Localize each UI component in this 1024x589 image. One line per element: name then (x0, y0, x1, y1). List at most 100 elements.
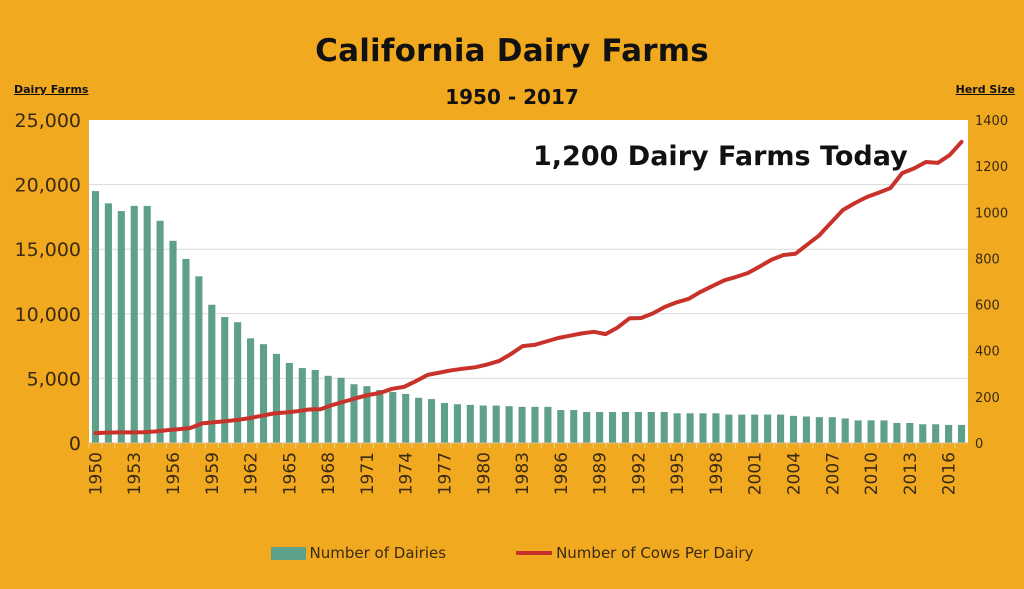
x-tick-label: 1965 (280, 452, 300, 495)
bar (906, 422, 914, 443)
bar (893, 422, 901, 443)
bar (479, 405, 487, 443)
bar (945, 424, 953, 443)
bar-series-dairies (91, 191, 966, 443)
bar (880, 420, 888, 443)
bar (777, 414, 785, 443)
bar (247, 338, 255, 443)
right-axis-title: Herd Size (955, 83, 1015, 96)
bar (337, 377, 345, 443)
bar (91, 191, 100, 443)
bar (272, 353, 280, 443)
bar (815, 417, 823, 443)
bar (285, 362, 293, 443)
bar (660, 411, 668, 443)
left-tick-label: 20,000 (15, 175, 81, 197)
bar (828, 417, 836, 443)
bar (104, 203, 112, 443)
bar (143, 205, 151, 443)
x-tick-label: 2007 (823, 452, 843, 495)
bar (673, 413, 681, 443)
right-tick-label: 1200 (975, 160, 1008, 175)
left-tick-label: 5,000 (27, 368, 81, 390)
bar (324, 375, 332, 443)
right-tick-label: 600 (975, 299, 1000, 314)
x-tick-label: 1956 (164, 452, 184, 495)
bar (647, 411, 655, 443)
bar (350, 384, 358, 443)
bar (221, 317, 229, 443)
right-tick-label: 200 (975, 391, 1000, 406)
bar (932, 424, 940, 443)
x-tick-label: 2016 (940, 452, 960, 495)
x-tick-label: 1968 (319, 452, 339, 495)
bar (919, 424, 927, 443)
bar (363, 386, 371, 443)
x-tick-label: 1977 (435, 452, 455, 495)
bar (712, 413, 720, 443)
x-tick-label: 1980 (474, 452, 494, 495)
bar (402, 393, 410, 443)
bar (505, 406, 513, 443)
bar (608, 411, 617, 443)
bar (725, 414, 733, 443)
bar (583, 411, 591, 443)
bar (311, 370, 319, 443)
legend-label-cows: Number of Cows Per Dairy (556, 544, 754, 562)
bar (867, 420, 875, 443)
x-tick-label: 1953 (125, 452, 145, 495)
bar (259, 344, 268, 443)
bar (518, 406, 526, 443)
x-tick-label: 1974 (397, 452, 417, 495)
x-tick-label: 1986 (552, 452, 572, 495)
chart-title: California Dairy Farms (315, 33, 709, 69)
x-tick-label: 1995 (668, 452, 688, 495)
line-series-cows-per-dairy (93, 139, 964, 436)
legend-item-dairies: Number of Dairies (270, 544, 447, 562)
bar (415, 397, 423, 443)
left-tick-label: 15,000 (15, 239, 81, 261)
bar (686, 413, 694, 443)
bar-swatch-icon (270, 546, 306, 560)
bar (596, 411, 604, 443)
bar (802, 416, 810, 443)
right-tick-label: 1400 (975, 114, 1008, 129)
bar (389, 391, 397, 443)
bar (699, 413, 707, 443)
bar (234, 322, 242, 443)
right-tick-label: 400 (975, 345, 1000, 360)
bar (427, 399, 436, 443)
x-tick-label: 1998 (707, 452, 727, 495)
right-axis-ticks: 0 200 400 600 800 1000 1200 1400 (975, 114, 1008, 452)
bar (208, 304, 216, 443)
bar (156, 220, 164, 443)
bar (957, 424, 966, 443)
line-swatch-icon (516, 551, 553, 555)
bar (621, 411, 630, 443)
bar (453, 404, 461, 443)
bar (789, 415, 798, 443)
bar (169, 240, 177, 443)
bar (492, 405, 500, 443)
legend-label-dairies: Number of Dairies (309, 544, 447, 562)
x-tick-label: 1971 (358, 452, 378, 495)
x-tick-label: 1983 (513, 452, 533, 495)
bar (440, 402, 449, 443)
bar (570, 410, 578, 443)
left-axis-ticks: 0 5,000 10,000 15,000 20,000 25,000 (15, 110, 81, 455)
x-axis-ticks: 1950 1953 1956 1959 1962 1965 1968 1971 1974 1977… (86, 442, 968, 495)
left-tick-label: 0 (69, 433, 81, 455)
x-tick-label: 1950 (86, 452, 106, 495)
bar (117, 211, 125, 443)
left-axis-title: Dairy Farms (14, 83, 89, 96)
bar (841, 418, 849, 443)
x-tick-label: 1962 (242, 452, 262, 495)
chart-subtitle: 1950 - 2017 (445, 85, 579, 109)
bar (751, 414, 759, 443)
x-tick-label: 1992 (629, 452, 649, 495)
bar (466, 404, 474, 443)
bar (634, 411, 642, 443)
bar (130, 205, 138, 443)
bar (531, 406, 539, 443)
